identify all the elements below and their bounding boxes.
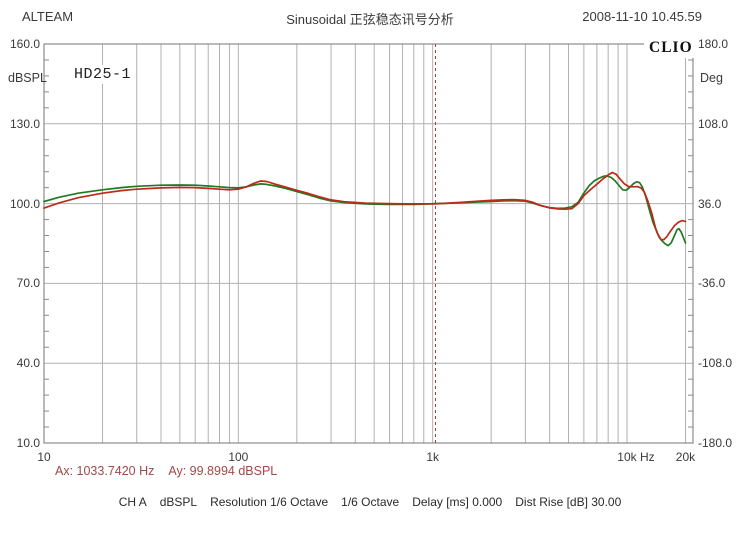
x-tick-label: 10k bbox=[617, 450, 637, 464]
brand-label: ALTEAM bbox=[22, 9, 74, 24]
timestamp-label: 2008-11-10 10.45.59 bbox=[582, 9, 702, 24]
marker-ax-value: Ax: 1033.7420 Hz bbox=[55, 464, 155, 478]
y-right-tick-label: -36.0 bbox=[698, 276, 726, 291]
clio-logo: CLIO bbox=[644, 38, 698, 58]
marker-readout: Ax: 1033.7420 Hz Ay: 99.8994 dBSPL bbox=[55, 464, 291, 478]
y-right-tick-label: 108.0 bbox=[698, 116, 729, 131]
y-right-tick-label: 36.0 bbox=[698, 196, 722, 211]
status-resolution: Resolution 1/6 Octave bbox=[210, 495, 329, 509]
y-left-tick-label: 10.0 bbox=[16, 436, 40, 450]
y-right-tick-label: -108.0 bbox=[698, 356, 733, 371]
status-channel: CH A bbox=[118, 495, 147, 509]
plot-border bbox=[43, 43, 694, 444]
x-tick-label: 20k bbox=[675, 450, 696, 464]
right-axis-unit-label: Deg bbox=[700, 71, 723, 85]
x-tick-label: 10 bbox=[37, 450, 51, 464]
x-tick-label: 1k bbox=[426, 450, 439, 464]
status-delay: Delay [ms] 0.000 bbox=[412, 495, 503, 509]
page-title: Sinusoidal 正弦稳态讯号分析 bbox=[286, 12, 454, 27]
status-unit: dBSPL bbox=[159, 495, 198, 509]
y-left-tick-label: 40.0 bbox=[16, 356, 40, 371]
status-dist-rise: Dist Rise [dB] 30.00 bbox=[515, 495, 622, 509]
curve-green-overlay-dbspl bbox=[43, 175, 687, 247]
x-axis-unit-label: Hz bbox=[639, 450, 655, 464]
y-left-tick-label: 100.0 bbox=[9, 196, 40, 211]
marker-ay-value: Ay: 99.8994 dBSPL bbox=[168, 464, 278, 478]
left-axis-unit-label: dBSPL bbox=[8, 71, 47, 85]
curve-ch-a-dbspl bbox=[43, 171, 687, 241]
status-smoothing: 1/6 Octave bbox=[341, 495, 400, 509]
y-left-tick-label: 130.0 bbox=[9, 116, 40, 131]
y-right-tick-label: -180.0 bbox=[698, 436, 733, 450]
device-label: HD25-1 bbox=[70, 65, 136, 84]
x-tick-label: 100 bbox=[228, 450, 249, 464]
y-right-tick-label: 180.0 bbox=[698, 37, 729, 51]
y-left-tick-label: 70.0 bbox=[16, 276, 40, 291]
y-left-tick-label: 160.0 bbox=[9, 37, 40, 51]
status-bar: CH A dBSPL Resolution 1/6 Octave 1/6 Oct… bbox=[0, 495, 740, 509]
